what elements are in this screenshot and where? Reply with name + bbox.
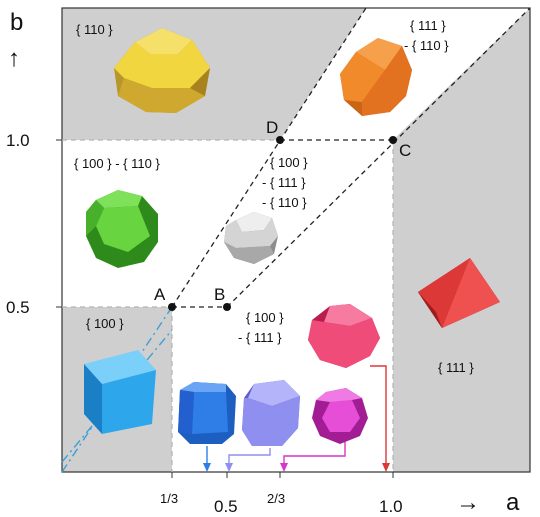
x-tick-1: 1.0 [379, 497, 403, 516]
y-tick-half: 0.5 [6, 298, 30, 317]
silver-crystal-icon [224, 212, 278, 264]
region-label-110: { 110 } [76, 22, 113, 37]
y-axis-name: b [10, 9, 23, 36]
region-label-100: { 100 } [86, 316, 124, 331]
region-label-100-111-line1: { 100 } [246, 310, 284, 325]
plot-frame [61, 7, 531, 473]
point-D-label: D [266, 118, 278, 137]
x-tick-third: 1/3 [160, 491, 178, 506]
red-octahedron-icon [418, 258, 500, 328]
region-label-111-110-line2: - { 110 } [404, 38, 449, 53]
region-label-100-111-110-line2: - { 111 } [262, 175, 306, 190]
x-axis-arrow: → [456, 489, 480, 516]
region-label-100-110: { 100 } - { 110 } [74, 156, 160, 171]
region-111-bg [393, 8, 530, 472]
pointer-red [370, 365, 390, 472]
boundary-A-D [171, 7, 367, 308]
point-A-marker [168, 303, 176, 311]
blue-cube-icon [84, 350, 156, 434]
x-tick-half: 0.5 [214, 497, 238, 516]
lavender-crystal-icon [242, 380, 300, 446]
region-label-100-111-110-line3: - { 110 } [262, 195, 307, 210]
region-label-111-110-line1: { 111 } [410, 18, 446, 33]
pointer-magenta [280, 440, 346, 472]
blue-crystal-icon [178, 382, 236, 444]
point-A-label: A [154, 285, 166, 304]
pink-crystal-icon [308, 304, 380, 368]
point-B-label: B [214, 285, 225, 304]
point-C-marker [389, 136, 397, 144]
yellow-crystal-icon [114, 28, 210, 113]
point-B-marker [223, 303, 231, 311]
y-axis-arrow: ↑ [8, 45, 20, 72]
pointer-lavender [225, 448, 271, 472]
x-axis-name: a [506, 489, 520, 516]
pointer-blue [203, 446, 211, 472]
region-label-100-111-110-line1: { 100 } [270, 155, 308, 170]
region-label-111: { 111 } [438, 360, 474, 375]
x-tick-twothirds: 2/3 [267, 491, 285, 506]
magenta-crystal-icon [312, 388, 368, 444]
boundary-B-C [226, 7, 531, 308]
green-crystal-icon [86, 190, 158, 268]
orange-crystal-icon [340, 38, 412, 116]
point-D-marker [276, 136, 284, 144]
region-label-100-111-line2: - { 111 } [238, 330, 282, 345]
y-tick-1: 1.0 [6, 131, 30, 150]
point-C-label: C [399, 141, 411, 160]
